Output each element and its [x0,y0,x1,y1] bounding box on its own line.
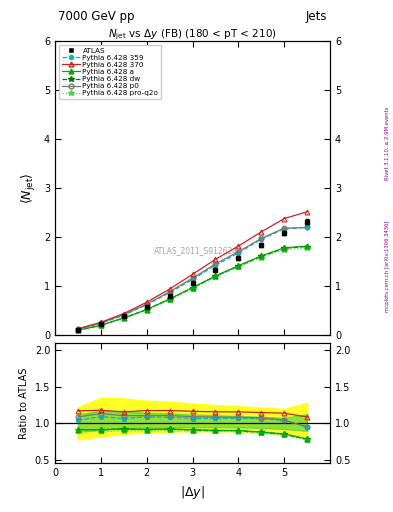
Text: mcplots.cern.ch [arXiv:1306.3436]: mcplots.cern.ch [arXiv:1306.3436] [385,221,389,312]
Y-axis label: Ratio to ATLAS: Ratio to ATLAS [19,368,29,439]
Title: $N_\mathrm{jet}$ vs $\Delta y$ (FB) (180 < pT < 210): $N_\mathrm{jet}$ vs $\Delta y$ (FB) (180… [108,27,277,41]
Legend: ATLAS, Pythia 6.428 359, Pythia 6.428 370, Pythia 6.428 a, Pythia 6.428 dw, Pyth: ATLAS, Pythia 6.428 359, Pythia 6.428 37… [59,45,161,99]
Text: ATLAS_2011_S9126244: ATLAS_2011_S9126244 [154,246,242,255]
Text: 7000 GeV pp: 7000 GeV pp [58,10,134,24]
X-axis label: $|\Delta y|$: $|\Delta y|$ [180,484,205,501]
Y-axis label: $\langle N_\mathrm{jet} \rangle$: $\langle N_\mathrm{jet} \rangle$ [20,173,39,204]
Text: Jets: Jets [306,10,327,24]
Text: Rivet 3.1.10, ≥ 2.9M events: Rivet 3.1.10, ≥ 2.9M events [385,106,389,180]
